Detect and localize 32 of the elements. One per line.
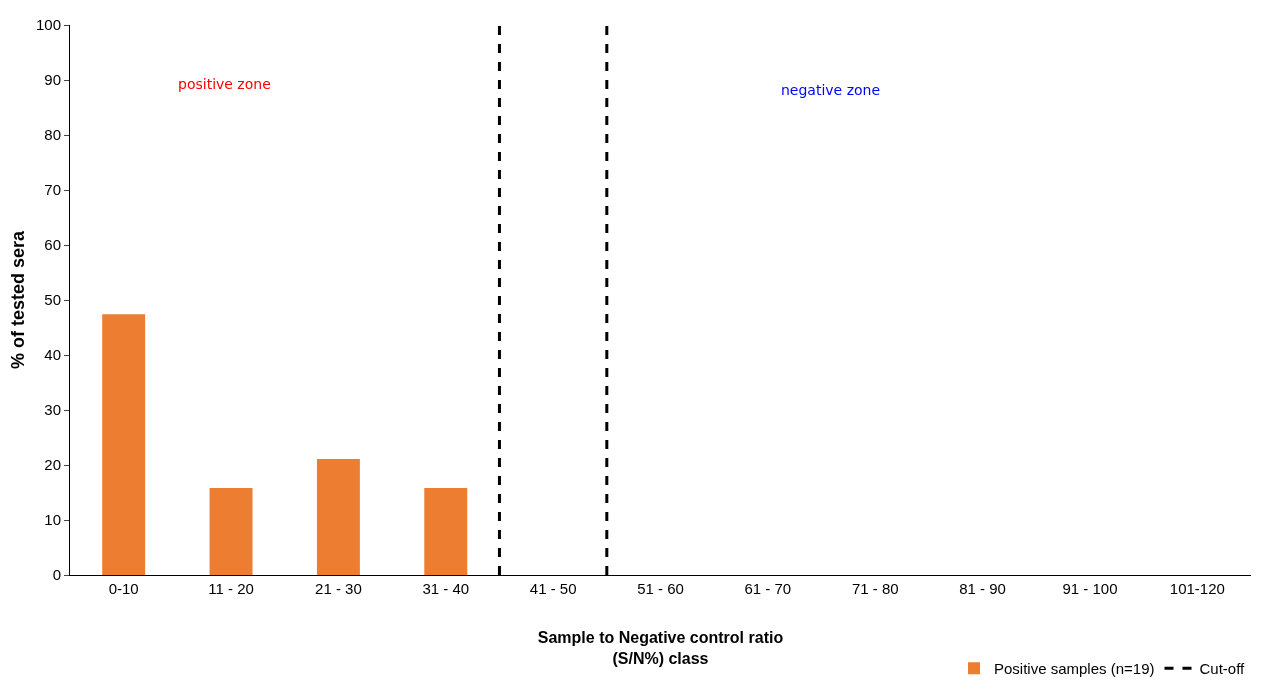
x-tick-label: 51 - 60 [637,580,684,597]
x-tick-label: 41 - 50 [529,580,577,597]
y-tick-label: 100 [35,16,61,34]
legend-label: Positive samples (n=19) [994,660,1155,678]
x-tick-label: 71 - 80 [851,580,899,597]
y-tick-label: 80 [44,126,61,144]
x-tick-label: 81 - 90 [959,580,1006,597]
y-tick-label: 30 [44,401,61,419]
y-tick-label: 20 [44,456,61,474]
y-tick-label: 60 [44,236,61,254]
y-axis-title: % of tested sera [8,229,28,370]
y-tick-label: 50 [44,291,61,309]
x-axis-title: Sample to Negative control ratio (S/N%) class [537,628,784,667]
annotation: positive zone [178,76,271,92]
x-tick-label: 91 - 100 [1062,580,1118,597]
x-tick-label: 0-10 [108,580,139,597]
bar [424,488,468,575]
x-tick-label: 61 - 70 [744,580,792,597]
bar [209,488,253,575]
x-tick-label: 21 - 30 [315,580,362,597]
y-tick-label: 10 [44,511,61,529]
text: Cut-off [1199,660,1246,678]
x-tick-label: 101-120 [1169,580,1225,597]
annotation: negative zone [781,82,881,98]
bar [316,458,360,575]
bar [102,314,146,575]
x-tick-label: 31 - 40 [422,580,470,597]
y-tick-label: 0 [52,566,61,584]
y-tick-label: 90 [44,71,61,89]
y-tick-label: 70 [44,181,61,199]
y-tick-label: 40 [44,346,61,364]
x-tick-label: 11 - 20 [208,580,254,597]
